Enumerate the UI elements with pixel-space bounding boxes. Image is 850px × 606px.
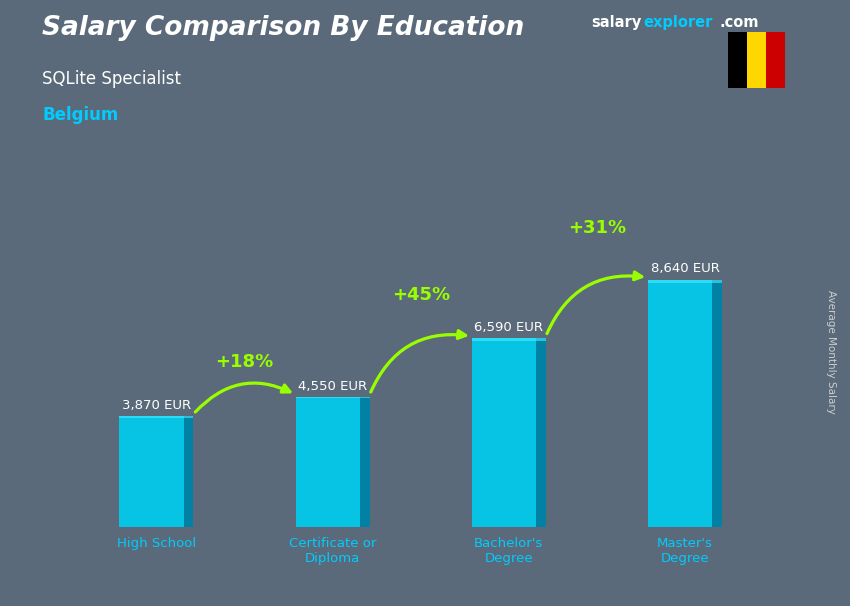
Bar <box>119 416 194 418</box>
Bar <box>728 32 747 88</box>
Text: 8,640 EUR: 8,640 EUR <box>650 262 719 275</box>
Text: Belgium: Belgium <box>42 106 119 124</box>
Text: Salary Comparison By Education: Salary Comparison By Education <box>42 15 524 41</box>
Bar <box>766 32 785 88</box>
Bar <box>712 280 722 527</box>
Bar <box>536 338 546 527</box>
Text: +31%: +31% <box>568 219 626 237</box>
Bar <box>648 280 722 282</box>
Bar <box>296 397 370 398</box>
Text: SQLite Specialist: SQLite Specialist <box>42 70 182 88</box>
Text: 6,590 EUR: 6,590 EUR <box>474 321 543 334</box>
Text: +45%: +45% <box>392 287 450 304</box>
Bar <box>184 416 194 527</box>
Text: Average Monthly Salary: Average Monthly Salary <box>826 290 836 413</box>
Text: salary: salary <box>591 15 641 30</box>
Bar <box>472 338 546 341</box>
Bar <box>648 280 722 527</box>
Bar <box>296 397 370 527</box>
Bar <box>472 338 546 527</box>
Bar <box>360 397 370 527</box>
Bar <box>747 32 766 88</box>
Text: 4,550 EUR: 4,550 EUR <box>298 379 367 393</box>
Text: explorer: explorer <box>643 15 713 30</box>
Text: .com: .com <box>719 15 758 30</box>
Text: +18%: +18% <box>215 353 274 371</box>
Text: 3,870 EUR: 3,870 EUR <box>122 399 191 412</box>
Bar <box>119 416 194 527</box>
